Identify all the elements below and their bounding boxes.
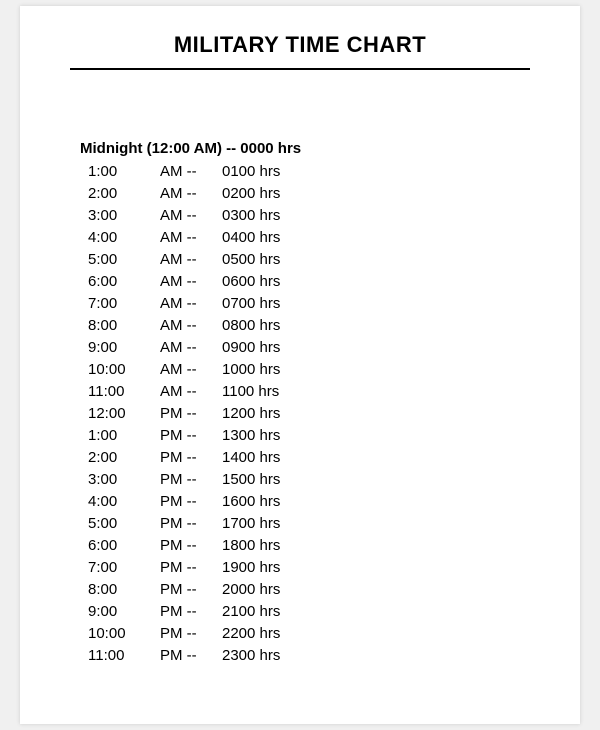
time-row: 4:00PM --1600 hrs (80, 491, 530, 513)
col-military-time: 2200 hrs (222, 623, 530, 645)
col-military-time: 2000 hrs (222, 579, 530, 601)
col-standard-time: 4:00 (88, 227, 160, 249)
col-standard-time: 12:00 (88, 403, 160, 425)
col-military-time: 1800 hrs (222, 535, 530, 557)
col-military-time: 0200 hrs (222, 183, 530, 205)
time-rows-container: 1:00AM --0100 hrs2:00AM --0200 hrs3:00AM… (80, 161, 530, 667)
col-ampm: AM -- (160, 161, 222, 183)
col-ampm: AM -- (160, 183, 222, 205)
time-row: 8:00PM --2000 hrs (80, 579, 530, 601)
time-row: 9:00PM --2100 hrs (80, 601, 530, 623)
time-row: 7:00AM --0700 hrs (80, 293, 530, 315)
col-ampm: PM -- (160, 601, 222, 623)
col-standard-time: 8:00 (88, 315, 160, 337)
col-standard-time: 5:00 (88, 249, 160, 271)
col-ampm: PM -- (160, 535, 222, 557)
col-ampm: AM -- (160, 359, 222, 381)
col-military-time: 1200 hrs (222, 403, 530, 425)
time-row: 4:00AM --0400 hrs (80, 227, 530, 249)
col-ampm: AM -- (160, 293, 222, 315)
time-row: 7:00PM --1900 hrs (80, 557, 530, 579)
header-line: Midnight (12:00 AM) -- 0000 hrs (80, 140, 530, 157)
col-military-time: 1600 hrs (222, 491, 530, 513)
time-row: 2:00AM --0200 hrs (80, 183, 530, 205)
col-ampm: PM -- (160, 469, 222, 491)
time-row: 6:00AM --0600 hrs (80, 271, 530, 293)
col-standard-time: 6:00 (88, 535, 160, 557)
col-military-time: 0900 hrs (222, 337, 530, 359)
col-standard-time: 9:00 (88, 601, 160, 623)
time-row: 10:00PM --2200 hrs (80, 623, 530, 645)
col-military-time: 2100 hrs (222, 601, 530, 623)
col-standard-time: 9:00 (88, 337, 160, 359)
col-standard-time: 2:00 (88, 183, 160, 205)
col-ampm: PM -- (160, 491, 222, 513)
col-military-time: 0500 hrs (222, 249, 530, 271)
col-military-time: 1300 hrs (222, 425, 530, 447)
time-row: 1:00PM --1300 hrs (80, 425, 530, 447)
time-row: 11:00AM --1100 hrs (80, 381, 530, 403)
col-ampm: AM -- (160, 271, 222, 293)
col-standard-time: 3:00 (88, 469, 160, 491)
col-standard-time: 7:00 (88, 293, 160, 315)
col-ampm: PM -- (160, 513, 222, 535)
col-military-time: 1100 hrs (222, 381, 530, 403)
time-row: 8:00AM --0800 hrs (80, 315, 530, 337)
time-row: 10:00AM --1000 hrs (80, 359, 530, 381)
col-standard-time: 11:00 (88, 645, 160, 667)
col-military-time: 0100 hrs (222, 161, 530, 183)
col-ampm: PM -- (160, 645, 222, 667)
col-standard-time: 1:00 (88, 161, 160, 183)
col-standard-time: 4:00 (88, 491, 160, 513)
time-row: 12:00PM --1200 hrs (80, 403, 530, 425)
col-ampm: PM -- (160, 557, 222, 579)
col-military-time: 1500 hrs (222, 469, 530, 491)
col-standard-time: 3:00 (88, 205, 160, 227)
col-ampm: PM -- (160, 447, 222, 469)
col-ampm: AM -- (160, 381, 222, 403)
col-military-time: 2300 hrs (222, 645, 530, 667)
col-ampm: AM -- (160, 227, 222, 249)
col-standard-time: 8:00 (88, 579, 160, 601)
time-row: 5:00PM --1700 hrs (80, 513, 530, 535)
time-row: 1:00AM --0100 hrs (80, 161, 530, 183)
page-title: MILITARY TIME CHART (70, 32, 530, 58)
col-standard-time: 5:00 (88, 513, 160, 535)
col-ampm: AM -- (160, 249, 222, 271)
col-standard-time: 7:00 (88, 557, 160, 579)
time-row: 9:00AM --0900 hrs (80, 337, 530, 359)
chart-content: Midnight (12:00 AM) -- 0000 hrs 1:00AM -… (70, 140, 530, 667)
col-standard-time: 11:00 (88, 381, 160, 403)
col-military-time: 1900 hrs (222, 557, 530, 579)
time-row: 3:00PM --1500 hrs (80, 469, 530, 491)
col-military-time: 1700 hrs (222, 513, 530, 535)
col-ampm: PM -- (160, 623, 222, 645)
col-ampm: AM -- (160, 337, 222, 359)
time-row: 11:00PM --2300 hrs (80, 645, 530, 667)
col-standard-time: 1:00 (88, 425, 160, 447)
col-ampm: AM -- (160, 315, 222, 337)
title-divider (70, 68, 530, 70)
col-military-time: 0800 hrs (222, 315, 530, 337)
col-military-time: 1000 hrs (222, 359, 530, 381)
time-row: 2:00PM --1400 hrs (80, 447, 530, 469)
col-military-time: 0600 hrs (222, 271, 530, 293)
col-standard-time: 2:00 (88, 447, 160, 469)
document-page: MILITARY TIME CHART Midnight (12:00 AM) … (20, 6, 580, 724)
col-standard-time: 10:00 (88, 359, 160, 381)
col-military-time: 0400 hrs (222, 227, 530, 249)
col-standard-time: 10:00 (88, 623, 160, 645)
time-row: 3:00AM --0300 hrs (80, 205, 530, 227)
col-ampm: PM -- (160, 425, 222, 447)
col-military-time: 1400 hrs (222, 447, 530, 469)
col-ampm: AM -- (160, 205, 222, 227)
time-row: 5:00AM --0500 hrs (80, 249, 530, 271)
col-military-time: 0700 hrs (222, 293, 530, 315)
col-ampm: PM -- (160, 403, 222, 425)
col-military-time: 0300 hrs (222, 205, 530, 227)
time-row: 6:00PM --1800 hrs (80, 535, 530, 557)
col-ampm: PM -- (160, 579, 222, 601)
col-standard-time: 6:00 (88, 271, 160, 293)
